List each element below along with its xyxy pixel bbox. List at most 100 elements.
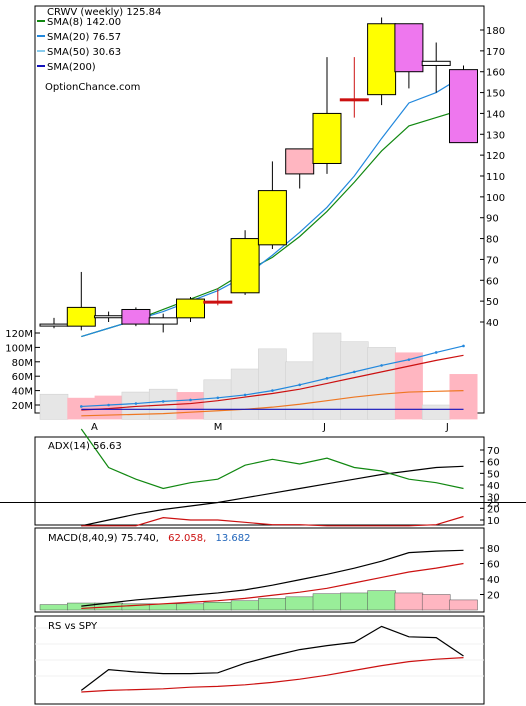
candle [339, 57, 369, 118]
adx-tick-label: 20 [487, 504, 500, 515]
candle-body [66, 306, 96, 327]
legend-label: SMA(20) 76.57 [47, 32, 121, 43]
adx-tick-label: 30 [487, 493, 500, 504]
price-y-axis: 40 50 60 70 80 90 100 110 120 130 140 150 160 170 180 [480, 26, 505, 329]
price-tick-label: 60 [486, 276, 499, 287]
adx-series-line [81, 515, 464, 527]
volume-sma-dotted-line-point [380, 364, 383, 367]
candle-body [94, 315, 124, 319]
macd-histogram-bar [367, 590, 396, 611]
candle [394, 23, 424, 89]
price-tick-label: 170 [486, 47, 505, 58]
candle-body [367, 23, 397, 96]
macd-tick-label: 60 [487, 560, 500, 571]
macd-signal-value: 62.058, [168, 533, 206, 544]
candle [121, 307, 151, 327]
candle-body [449, 69, 478, 144]
volume-bar [39, 393, 69, 420]
macd-histogram-bar [176, 603, 205, 611]
candle-body [421, 60, 451, 66]
volume-sma-dotted-line-point [189, 398, 192, 402]
rs-panel: RS vs SPY [34, 615, 485, 705]
macd-title-line: MACD(8,40,9) 75.740, 62.058, 13.682 [48, 533, 250, 544]
macd-histogram-bar [312, 593, 342, 611]
macd-tick-label: 40 [487, 575, 500, 586]
volume-sma-dotted-line-point [353, 370, 356, 374]
price-panel: 405060708090100110120130140150160170180 … [5, 5, 505, 433]
volume-tick-label: 120M [5, 329, 33, 340]
candle [230, 230, 260, 295]
price-tick-label: 80 [486, 235, 499, 246]
macd-tick-label: 80 [487, 544, 500, 555]
macd-histogram-bar [67, 602, 96, 611]
candle-body [230, 238, 260, 294]
candle-body [339, 98, 369, 102]
candle [203, 288, 233, 306]
volume-sma-dotted-line-point [271, 389, 274, 392]
volume-sma-dotted-line-point [434, 351, 438, 354]
macd-histogram-bar [203, 602, 233, 611]
adx-tick-label: 40 [487, 481, 500, 492]
candle [285, 148, 315, 189]
volume-bar [94, 395, 123, 420]
adx-tick-label: 70 [487, 446, 500, 457]
macd-histogram-bar [285, 596, 314, 611]
volume-bar [367, 347, 396, 420]
candle [257, 161, 287, 249]
price-tick-label: 70 [486, 255, 499, 266]
volume-sma-dotted-line-point [325, 377, 329, 380]
volume-sma-dotted-line-point [298, 383, 302, 387]
candle-body [39, 323, 69, 327]
candle-body [394, 23, 424, 73]
legend-label: SMA(200) [47, 62, 96, 73]
volume-tick-label: 20M [12, 401, 33, 412]
macd-tick-label: 20 [487, 591, 500, 602]
volume-sma-dotted-line-point [107, 403, 110, 407]
candle [312, 57, 342, 174]
volume-tick-label: 40M [12, 387, 33, 398]
candle [176, 296, 205, 322]
volume-bar [421, 404, 451, 420]
adx-title: ADX(14) 56.63 [48, 441, 122, 452]
volume-tick-label: 80M [12, 358, 33, 369]
macd-histogram-bar [449, 599, 478, 611]
macd-histogram-bar [421, 594, 451, 611]
candle-body [176, 298, 205, 319]
volume-sma50-line [81, 390, 464, 417]
macd-title: MACD(8,40,9) 75.740, [48, 533, 159, 544]
price-tick-label: 160 [486, 68, 505, 79]
legend-label: SMA(8) 142.00 [47, 17, 121, 28]
candle [449, 65, 478, 144]
volume-sma-dotted-line-point [80, 405, 83, 408]
volume-tick-label: 60M [12, 372, 33, 383]
adx-tick-label: 10 [487, 516, 500, 527]
price-tick-label: 180 [486, 26, 505, 37]
price-tick-label: 40 [486, 318, 499, 329]
volume-bar [176, 392, 205, 420]
adx-tick-label: 50 [487, 469, 500, 480]
candle-body [121, 308, 151, 325]
price-tick-label: 150 [486, 89, 505, 100]
volume-bars [39, 332, 478, 420]
candle [367, 17, 397, 106]
macd-histogram-value: 13.682 [215, 533, 250, 544]
volume-tick-label: 100M [5, 343, 33, 354]
candle-body [148, 317, 178, 325]
price-tick-label: 120 [486, 151, 505, 162]
x-tick-label: J [445, 422, 449, 433]
rs-series-line [80, 625, 464, 691]
volume-sma20-line [81, 354, 464, 411]
volume-sma-dotted-line-point [161, 400, 165, 403]
macd-histogram-bar [258, 598, 287, 611]
price-tick-label: 130 [486, 130, 505, 141]
candle [421, 42, 451, 93]
adx-series-line [81, 465, 464, 527]
volume-bar [449, 374, 478, 420]
volume-sma-dotted-line-point [462, 344, 465, 348]
volume-y-axis: 20M 40M 60M 80M 100M 120M [5, 329, 40, 412]
x-tick-label: J [322, 422, 326, 433]
legend-label: SMA(50) 30.63 [47, 47, 121, 58]
adx-tick-label: 25 [487, 499, 500, 510]
